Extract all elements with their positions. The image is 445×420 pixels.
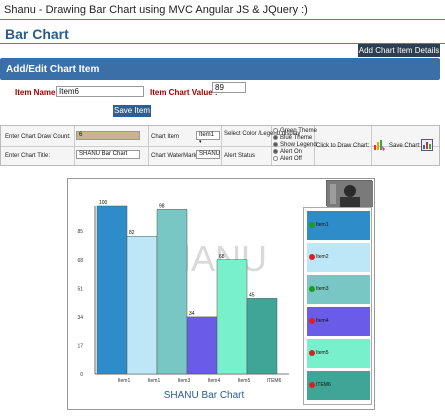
legend-status-dot-icon bbox=[309, 382, 315, 388]
panel-title: Add/Edit Chart Item bbox=[6, 64, 100, 75]
person-photo-icon bbox=[327, 181, 373, 207]
chart-bar bbox=[96, 205, 128, 375]
options-row-divider bbox=[1, 146, 439, 147]
options-col-divider bbox=[271, 126, 272, 165]
save-item-button[interactable]: Save Item bbox=[113, 105, 151, 117]
user-photo bbox=[326, 180, 373, 207]
legend-label: Item1 bbox=[316, 222, 329, 228]
bar-value-label: 68 bbox=[219, 254, 225, 260]
green-theme-label: Green Theme bbox=[280, 128, 317, 134]
watermark-label: Chart WaterMark: bbox=[151, 153, 199, 159]
draw-count-input[interactable]: 6 bbox=[76, 131, 140, 140]
options-col-divider bbox=[221, 126, 222, 165]
item-value-input[interactable]: 89 bbox=[212, 82, 246, 93]
chart-item-select[interactable]: Item1 ▾ bbox=[196, 131, 220, 145]
chart-bar bbox=[216, 259, 248, 375]
legend-item: Item2 bbox=[307, 243, 370, 272]
x-tick-label: Item5 bbox=[238, 378, 251, 384]
page-title: Bar Chart bbox=[5, 26, 69, 42]
x-tick-label: Item3 bbox=[178, 378, 191, 384]
show-legend-checkbox[interactable] bbox=[273, 142, 278, 147]
x-tick-label: Item1 bbox=[148, 378, 161, 384]
options-col-divider bbox=[371, 126, 372, 165]
click-to-draw-label: Click to Draw Chart: bbox=[316, 143, 370, 149]
y-tick-label: 34 bbox=[77, 315, 83, 321]
add-chart-item-details-button[interactable]: Add Chart Item Details bbox=[358, 44, 440, 57]
chart-item-label: Chart Item bbox=[151, 134, 180, 140]
watermark-input[interactable]: SHANU bbox=[196, 150, 220, 159]
legend-item: Item5 bbox=[307, 339, 370, 368]
legend-status-dot-icon bbox=[309, 254, 315, 260]
y-tick-label: 17 bbox=[77, 343, 83, 349]
legend-item: Item3 bbox=[307, 275, 370, 304]
item-name-input[interactable]: Item6 bbox=[56, 86, 144, 97]
select-color-label: Select Color /Legend display bbox=[224, 131, 301, 137]
green-theme-radio[interactable] bbox=[273, 128, 278, 133]
y-tick-label: 0 bbox=[80, 372, 83, 378]
legend-status-dot-icon bbox=[309, 318, 315, 324]
window-titlebar: Shanu - Drawing Bar Chart using MVC Angu… bbox=[0, 0, 445, 20]
bar-value-label: 100 bbox=[99, 200, 108, 206]
chart-title-input[interactable]: SHANU Bar Chart bbox=[76, 150, 140, 159]
legend-status-dot-icon bbox=[309, 222, 315, 228]
draw-chart-icon[interactable] bbox=[373, 139, 385, 151]
bar-value-label: 45 bbox=[249, 292, 255, 298]
add-edit-panel-header: Add/Edit Chart Item bbox=[0, 58, 440, 80]
legend-label: Item2 bbox=[316, 254, 329, 260]
x-tick-label: Item1 bbox=[118, 378, 131, 384]
y-tick-label: 85 bbox=[77, 229, 83, 235]
chart-options-table: Enter Chart Draw Count: 6 Enter Chart Ti… bbox=[0, 125, 440, 166]
chart-item-select-value: Item1 bbox=[199, 132, 215, 138]
legend-label: Item5 bbox=[316, 350, 329, 356]
title-divider bbox=[0, 19, 445, 20]
options-col-divider bbox=[74, 126, 75, 165]
alert-on-radio[interactable] bbox=[273, 149, 278, 154]
item-name-label: Item Name: bbox=[15, 88, 59, 97]
item-value-label: Item Chart Value : bbox=[150, 88, 218, 97]
blue-theme-label: Blue Theme bbox=[280, 135, 313, 141]
options-col-divider bbox=[314, 126, 315, 165]
x-tick-label: ITEM6 bbox=[267, 378, 282, 384]
chart-legend: Item1 Item2 Item3 Item4 Item5 ITEM6 bbox=[303, 207, 372, 405]
alert-off-label: Alert Off bbox=[280, 156, 302, 162]
x-tick-label: Item4 bbox=[208, 378, 221, 384]
window-title: Shanu - Drawing Bar Chart using MVC Angu… bbox=[4, 4, 308, 16]
heading-divider bbox=[0, 43, 445, 44]
legend-status-dot-icon bbox=[309, 350, 315, 356]
show-legend-label: Show Legend bbox=[280, 142, 317, 148]
options-col-divider bbox=[148, 126, 149, 165]
alert-on-label: Alert On bbox=[280, 149, 303, 155]
chart-title-label: Enter Chart Title: bbox=[5, 153, 51, 159]
bar-chart: SHANU 01734516885100Item182Item198Item33… bbox=[77, 200, 289, 401]
legend-label: Item4 bbox=[316, 318, 329, 324]
alert-off-radio[interactable] bbox=[273, 156, 278, 161]
chart-bar bbox=[126, 235, 158, 375]
blue-theme-radio[interactable] bbox=[273, 135, 278, 140]
legend-status-dot-icon bbox=[309, 286, 315, 292]
legend-label: Item3 bbox=[316, 286, 329, 292]
legend-label: ITEM6 bbox=[316, 382, 331, 388]
save-chart-icon[interactable] bbox=[421, 139, 433, 151]
chart-title: SHANU Bar Chart bbox=[164, 390, 245, 401]
legend-item: Item1 bbox=[307, 211, 370, 240]
legend-item: Item4 bbox=[307, 307, 370, 336]
chart-bar bbox=[186, 316, 218, 375]
bar-value-label: 98 bbox=[159, 203, 165, 209]
y-tick-label: 68 bbox=[77, 258, 83, 264]
bar-value-label: 34 bbox=[189, 311, 195, 317]
chart-bar bbox=[246, 298, 278, 375]
legend-item: ITEM6 bbox=[307, 371, 370, 400]
save-chart-label: Save Chart: bbox=[389, 143, 421, 149]
chart-bar bbox=[156, 209, 188, 375]
bar-value-label: 82 bbox=[129, 230, 135, 236]
alert-status-label: Alert Status bbox=[224, 153, 256, 159]
chevron-down-icon: ▾ bbox=[199, 139, 202, 145]
draw-count-label: Enter Chart Draw Count: bbox=[5, 134, 71, 140]
y-tick-label: 51 bbox=[77, 286, 83, 292]
